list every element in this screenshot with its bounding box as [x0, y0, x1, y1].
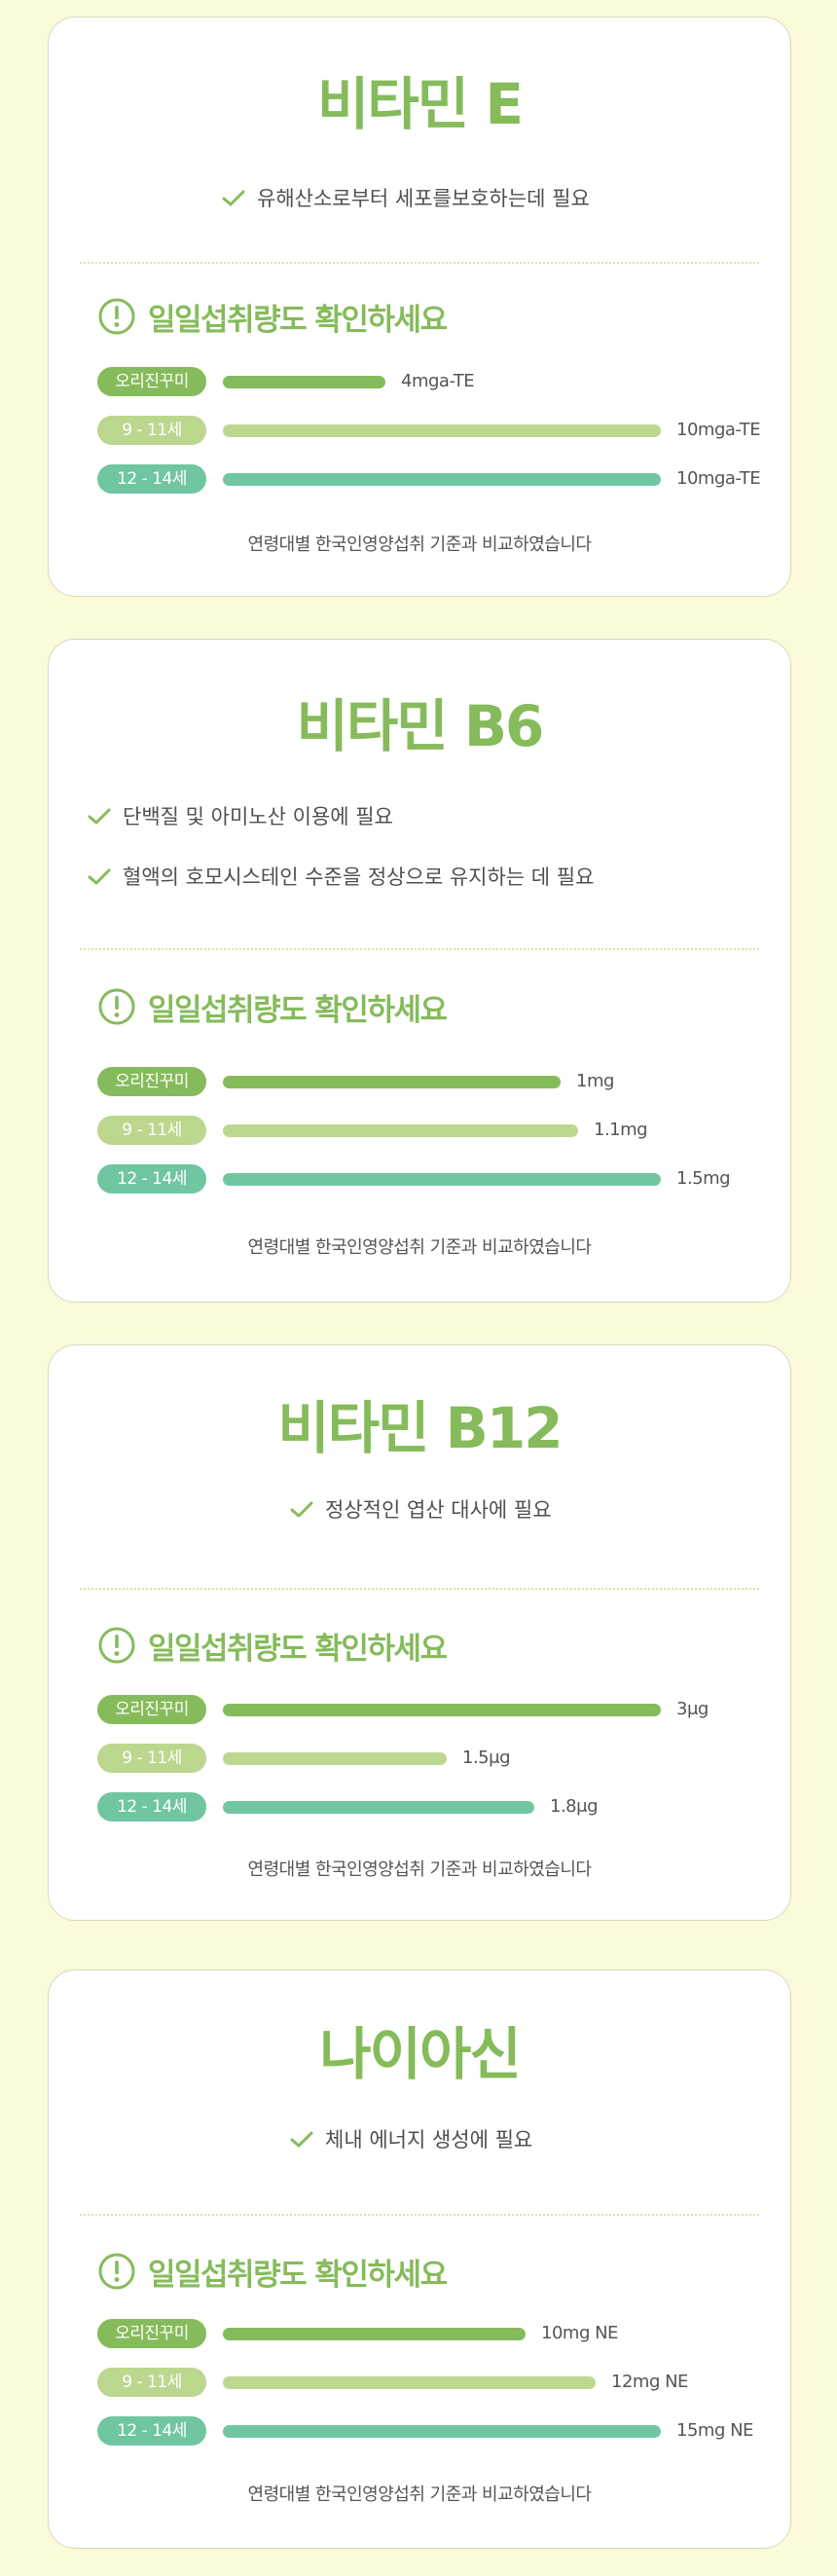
intake-bar: [223, 1124, 578, 1137]
benefit-text: 정상적인 엽산 대사에 필요: [325, 1498, 552, 1522]
section-divider: [80, 948, 759, 950]
section-title: 일일섭취량도 확인하세요: [148, 1631, 448, 1667]
vitamin-b6-card: 비타민 B6 단백질 및 아미노산 이용에 필요 혈액의 호모시스테인 수준을 …: [48, 639, 791, 1303]
intake-bar: [223, 2328, 526, 2340]
check-icon: [88, 808, 111, 825]
card-title: 비타민 E: [317, 71, 524, 137]
age-label-pill: 오리진꾸미: [97, 1067, 206, 1096]
intake-row-age-12-14: 12 - 14세 1.5mg: [97, 1164, 779, 1194]
section-divider: [80, 262, 759, 264]
benefit-item: 단백질 및 아미노산 이용에 필요: [88, 803, 393, 830]
intake-value: 1mg: [576, 1071, 614, 1091]
card-title: 비타민 B12: [277, 1395, 563, 1461]
intake-value: 10mga-TE: [676, 420, 761, 440]
benefit-item: 체내 에너지 생성에 필요: [290, 2126, 532, 2153]
intake-row-age-9-11: 9 - 11세 10mga-TE: [97, 416, 779, 445]
exclamation-circle-icon: [98, 1627, 135, 1664]
intake-bar: [223, 1076, 561, 1088]
exclamation-circle-icon: [98, 298, 135, 335]
intake-bar: [223, 424, 661, 437]
section-heading: 일일섭취량도 확인하세요: [97, 985, 448, 1028]
card-title: 비타민 B6: [296, 693, 545, 759]
section-heading: 일일섭취량도 확인하세요: [97, 295, 448, 338]
age-label-pill: 9 - 11세: [97, 1744, 206, 1773]
intake-bar: [223, 1704, 661, 1716]
check-icon: [88, 868, 111, 885]
intake-value: 10mg NE: [541, 2323, 618, 2343]
vitamin-b12-card: 비타민 B12 정상적인 엽산 대사에 필요 일일섭취량도 확인하세요 오리진꾸…: [48, 1344, 791, 1921]
age-label-pill: 9 - 11세: [97, 416, 206, 445]
intake-row-age-12-14: 12 - 14세 10mga-TE: [97, 464, 779, 494]
age-label-pill: 9 - 11세: [97, 1116, 206, 1145]
intake-bar: [223, 1752, 447, 1765]
footnote: 연령대별 한국인영양섭취 기준과 비교하였습니다: [247, 2484, 592, 2505]
benefit-item: 혈액의 호모시스테인 수준을 정상으로 유지하는 데 필요: [88, 864, 594, 891]
age-label-pill: 12 - 14세: [97, 464, 206, 494]
age-label-pill: 오리진꾸미: [97, 367, 206, 396]
intake-bar: [223, 1801, 534, 1814]
footnote: 연령대별 한국인영양섭취 기준과 비교하였습니다: [247, 1237, 592, 1258]
section-divider: [80, 1588, 759, 1590]
check-icon: [290, 2131, 313, 2148]
benefit-text: 체내 에너지 생성에 필요: [325, 2128, 533, 2152]
intake-value: 15mg NE: [676, 2420, 753, 2441]
intake-row-original: 오리진꾸미 10mg NE: [97, 2319, 779, 2348]
intake-row-age-12-14: 12 - 14세 15mg NE: [97, 2416, 779, 2446]
benefit-item: 유해산소로부터 세포를보호하는데 필요: [222, 185, 590, 212]
benefit-text: 혈액의 호모시스테인 수준을 정상으로 유지하는 데 필요: [123, 865, 595, 889]
exclamation-circle-icon: [98, 988, 135, 1025]
intake-row-age-9-11: 9 - 11세 1.5μg: [97, 1744, 779, 1773]
section-divider: [80, 2214, 759, 2216]
card-title: 나이아신: [319, 2021, 521, 2087]
footnote: 연령대별 한국인영양섭취 기준과 비교하였습니다: [247, 534, 592, 555]
intake-bar: [223, 2425, 661, 2438]
intake-row-original: 오리진꾸미 3μg: [97, 1695, 779, 1724]
intake-value: 1.5μg: [462, 1748, 511, 1768]
section-heading: 일일섭취량도 확인하세요: [97, 2250, 448, 2293]
benefit-item: 정상적인 엽산 대사에 필요: [290, 1496, 552, 1524]
age-label-pill: 12 - 14세: [97, 1792, 206, 1822]
age-label-pill: 9 - 11세: [97, 2368, 206, 2397]
intake-value: 12mg NE: [611, 2372, 688, 2392]
intake-bar: [223, 1173, 661, 1186]
age-label-pill: 12 - 14세: [97, 2416, 206, 2446]
section-title: 일일섭취량도 확인하세요: [148, 992, 448, 1028]
intake-value: 4mga-TE: [401, 371, 475, 391]
age-label-pill: 오리진꾸미: [97, 1695, 206, 1724]
intake-row-age-9-11: 9 - 11세 12mg NE: [97, 2368, 779, 2397]
section-title: 일일섭취량도 확인하세요: [148, 2257, 448, 2293]
check-icon: [222, 190, 245, 206]
footnote: 연령대별 한국인영양섭취 기준과 비교하였습니다: [247, 1859, 592, 1880]
age-label-pill: 오리진꾸미: [97, 2319, 206, 2348]
intake-value: 10mga-TE: [676, 468, 761, 489]
section-title: 일일섭취량도 확인하세요: [148, 302, 448, 338]
intake-value: 1.5mg: [676, 1168, 731, 1189]
intake-value: 1.1mg: [594, 1120, 648, 1140]
intake-value: 3μg: [676, 1699, 709, 1719]
check-icon: [290, 1501, 313, 1518]
intake-row-age-9-11: 9 - 11세 1.1mg: [97, 1116, 779, 1145]
vitamin-e-card: 비타민 E 유해산소로부터 세포를보호하는데 필요 일일섭취량도 확인하세요 오…: [48, 17, 791, 597]
benefit-text: 단백질 및 아미노산 이용에 필요: [123, 805, 393, 828]
benefit-text: 유해산소로부터 세포를보호하는데 필요: [257, 187, 590, 210]
intake-value: 1.8μg: [550, 1796, 599, 1817]
age-label-pill: 12 - 14세: [97, 1164, 206, 1194]
intake-bar: [223, 2376, 596, 2389]
intake-row-original: 오리진꾸미 4mga-TE: [97, 367, 779, 396]
intake-bar: [223, 473, 661, 486]
intake-row-original: 오리진꾸미 1mg: [97, 1067, 779, 1096]
intake-row-age-12-14: 12 - 14세 1.8μg: [97, 1792, 779, 1822]
exclamation-circle-icon: [98, 2253, 135, 2290]
section-heading: 일일섭취량도 확인하세요: [97, 1624, 448, 1667]
intake-bar: [223, 376, 385, 388]
niacin-card: 나이아신 체내 에너지 생성에 필요 일일섭취량도 확인하세요 오리진꾸미 10…: [48, 1969, 791, 2549]
